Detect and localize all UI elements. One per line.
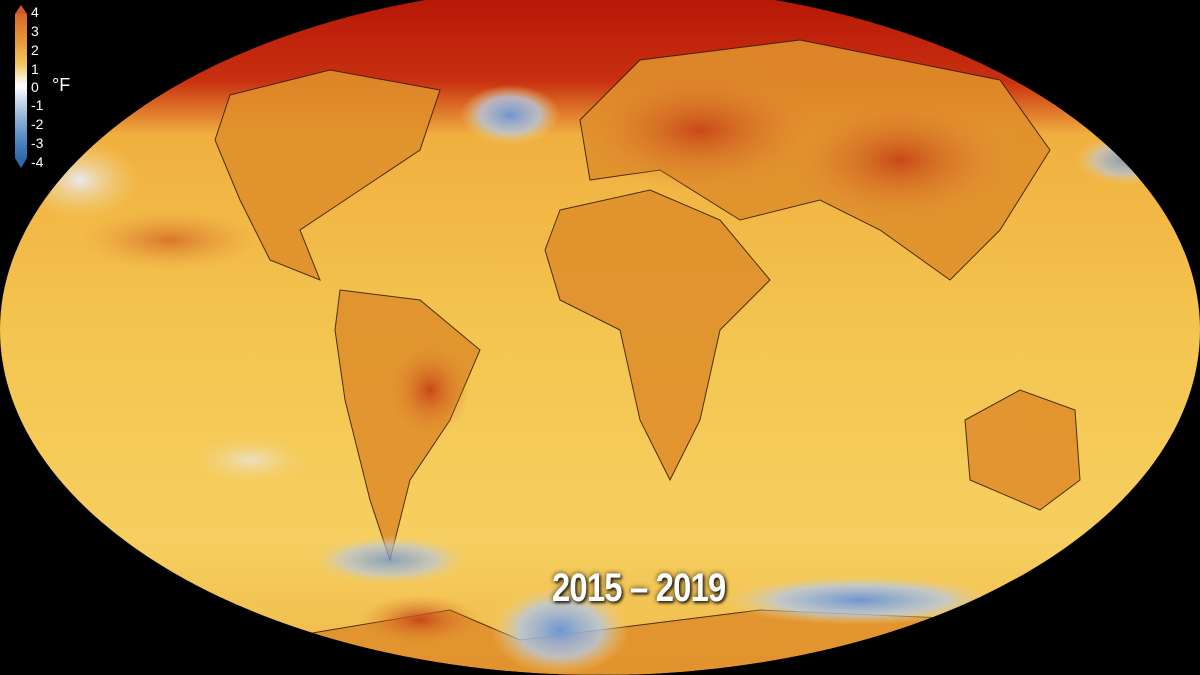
colorbar-tick: -2 bbox=[31, 116, 44, 132]
colorbar-min-arrow bbox=[15, 158, 27, 168]
colorbar-tick: -4 bbox=[31, 154, 44, 170]
colorbar-tick: 1 bbox=[31, 61, 39, 77]
colorbar-legend: 4 3 2 1 0 -1 -2 -3 -4 °F bbox=[0, 0, 90, 180]
colorbar-unit: °F bbox=[52, 75, 71, 95]
colorbar-max-arrow bbox=[15, 5, 27, 14]
colorbar-tick: 4 bbox=[31, 4, 39, 20]
colorbar bbox=[15, 14, 27, 158]
colorbar-tick: -1 bbox=[31, 97, 44, 113]
colorbar-tick: 2 bbox=[31, 42, 39, 58]
colorbar-tick: -3 bbox=[31, 135, 44, 151]
colorbar-tick: 0 bbox=[31, 79, 39, 95]
colorbar-tick: 3 bbox=[31, 23, 39, 39]
period-label: 2015 – 2019 bbox=[552, 566, 726, 610]
